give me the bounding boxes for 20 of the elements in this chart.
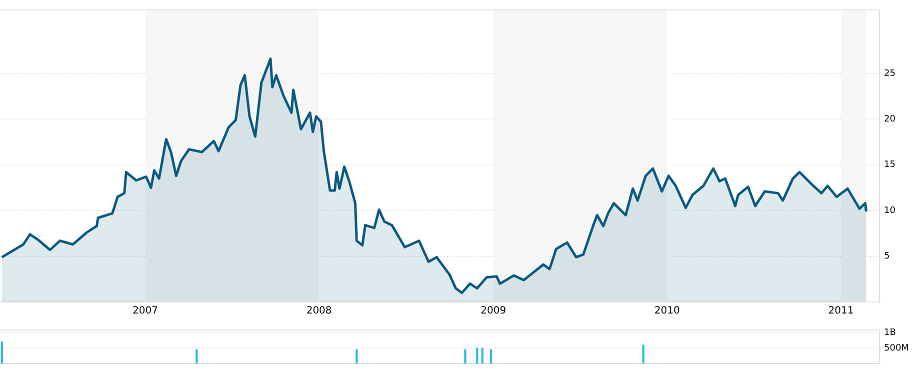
bar: [642, 344, 644, 364]
bar: [196, 349, 198, 364]
y-tick-label: 1B: [884, 328, 896, 338]
y-tick-label: 10: [884, 206, 896, 216]
bar: [481, 348, 484, 364]
bar: [356, 349, 358, 364]
x-tick-label: 2007: [132, 306, 158, 317]
bar: [464, 349, 466, 364]
bar: [476, 348, 478, 364]
y-tick-label: 20: [884, 114, 896, 124]
x-tick-label: 2008: [306, 306, 332, 317]
x-tick-label: 2010: [654, 306, 680, 317]
bar: [490, 349, 492, 364]
y-tick-label: 5: [884, 252, 890, 262]
y-tick-label: 15: [884, 160, 896, 170]
x-tick-label: 2009: [480, 306, 506, 317]
x-tick-label: 2011: [828, 306, 854, 317]
y-tick-label: 500M: [884, 343, 909, 354]
y-tick-label: 25: [884, 68, 896, 79]
bar: [0, 342, 3, 364]
